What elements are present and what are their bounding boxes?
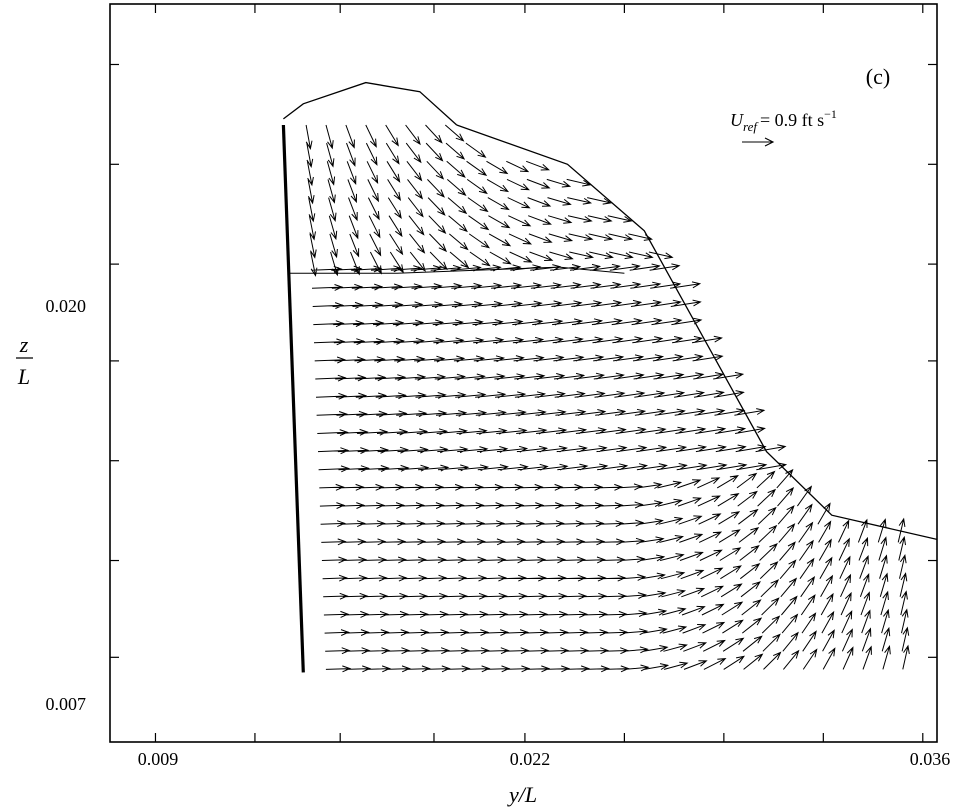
wall-line	[281, 124, 305, 673]
y-axis-label-denominator: L	[17, 364, 30, 389]
y-axis-label: z L	[16, 332, 33, 389]
x-axis-label: y/L	[507, 782, 537, 807]
y-tick-label: 0.020	[46, 296, 87, 316]
velocity-arrows	[305, 124, 910, 673]
ref-symbol: U	[730, 110, 744, 130]
y-axis-label-text: z	[19, 332, 29, 357]
upper-boundary-curve	[283, 81, 458, 126]
reference-vector: Uref = 0.9 ft s−1	[730, 107, 837, 147]
panel-label: (c)	[866, 64, 890, 89]
reference-arrow	[742, 137, 775, 147]
ref-value: = 0.9 ft s	[760, 110, 824, 130]
x-axis-label-text: y/L	[507, 782, 537, 807]
plot-frame	[109, 3, 938, 743]
x-tick-label: 0.036	[910, 749, 951, 769]
svg-text:y/L: y/L	[507, 782, 537, 807]
x-tick-label: 0.022	[510, 749, 551, 769]
interface-curve	[456, 124, 937, 541]
vector-field	[305, 124, 910, 673]
boundary-curves	[281, 81, 937, 673]
reference-arrow-shape	[742, 137, 775, 147]
ref-exponent: −1	[824, 107, 837, 121]
tick-marks	[110, 4, 937, 742]
ref-subscript: ref	[743, 119, 759, 134]
plot-axes	[109, 3, 938, 743]
inner-layer-line	[289, 266, 625, 274]
x-tick-label: 0.009	[138, 749, 179, 769]
y-tick-label: 0.007	[46, 694, 87, 714]
reference-vector-label: Uref = 0.9 ft s−1	[730, 107, 837, 134]
